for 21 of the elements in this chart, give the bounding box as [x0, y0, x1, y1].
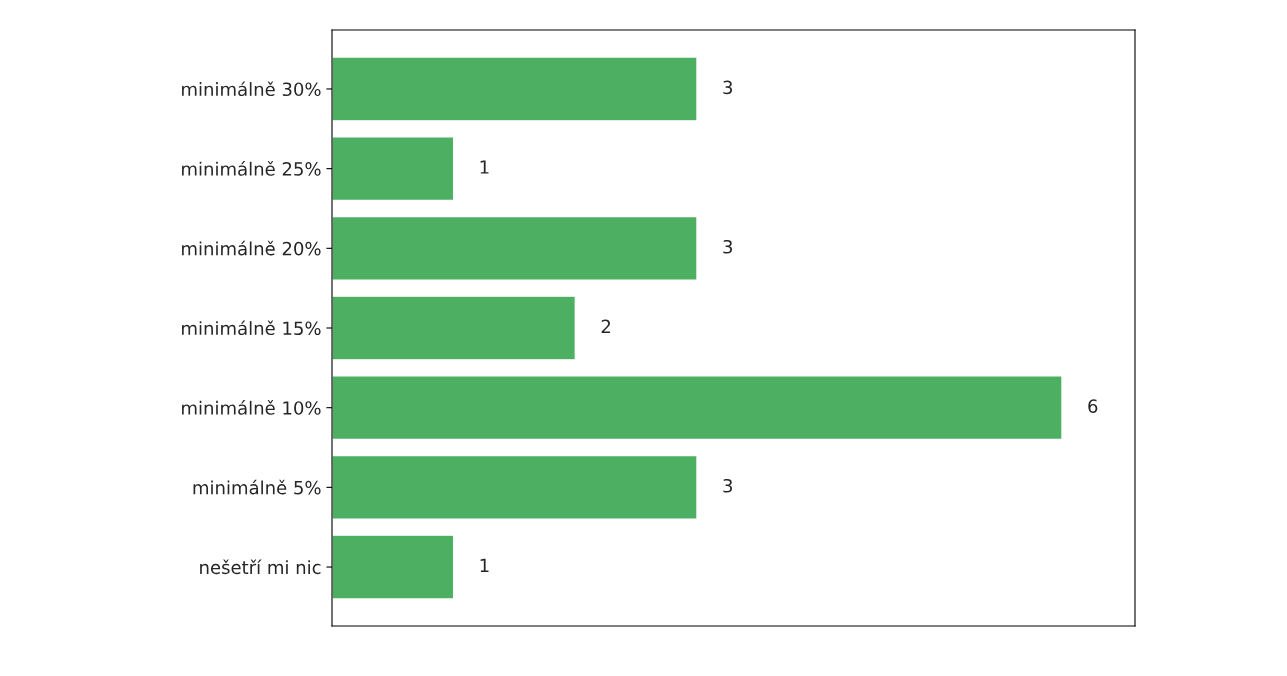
y-tick-label: minimálně 30% — [182, 81, 321, 97]
data-label: 1 — [480, 160, 489, 174]
bar — [332, 295, 577, 361]
data-label: 2 — [601, 319, 611, 333]
y-tick-label: minimálně 20% — [182, 240, 321, 256]
bar — [332, 56, 698, 122]
y-tick-label: minimálně 10% — [182, 400, 321, 415]
y-tick-label: minimálně 5% — [193, 479, 321, 495]
bar — [332, 136, 455, 202]
data-label: 3 — [723, 239, 733, 254]
y-tick-label: minimálně 15% — [182, 320, 321, 336]
bar — [332, 375, 1063, 441]
y-tick-label: minimálně 25% — [182, 161, 321, 176]
y-tick-label: nešetří mi nic — [200, 559, 321, 575]
data-label: 3 — [723, 80, 733, 95]
data-label: 6 — [1088, 399, 1098, 413]
data-label: 1 — [480, 558, 489, 573]
data-label: 3 — [723, 478, 733, 493]
bar — [332, 215, 698, 281]
bar — [332, 454, 698, 520]
bar — [332, 534, 455, 600]
